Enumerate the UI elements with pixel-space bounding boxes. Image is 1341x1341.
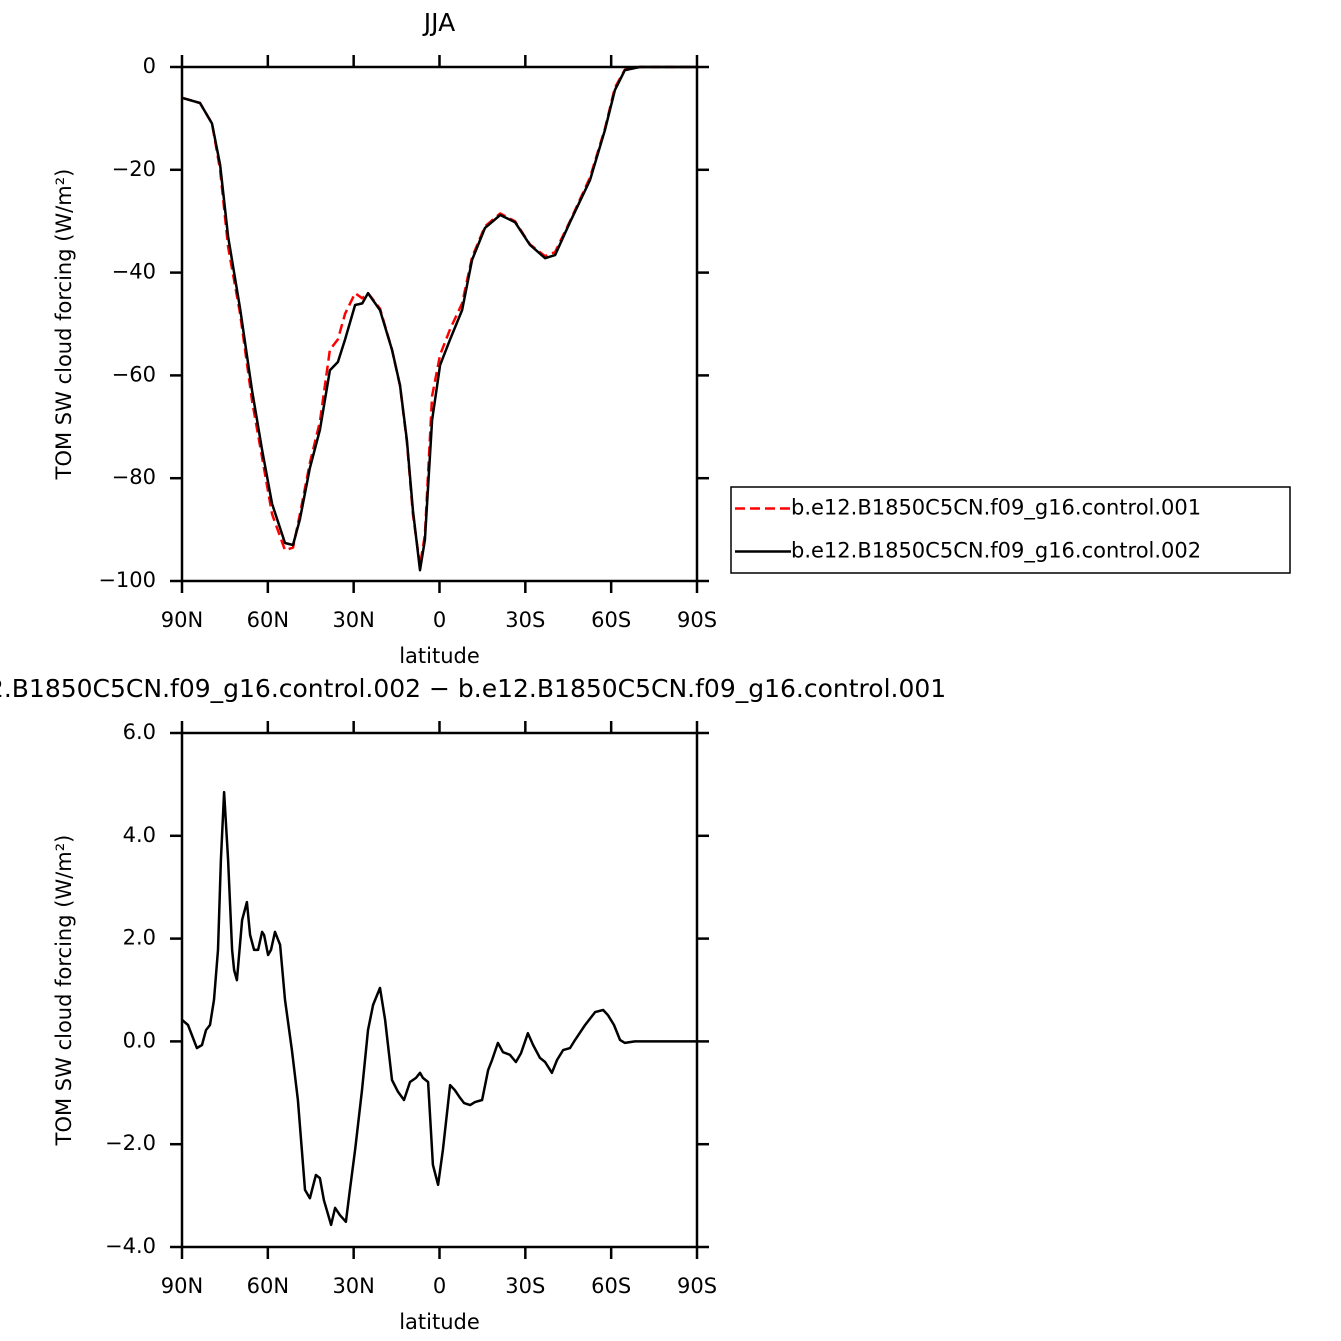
- x-tick-label: 30S: [505, 1274, 545, 1298]
- x-tick-label: 30N: [332, 608, 374, 632]
- y-tick-label: 0: [143, 54, 156, 78]
- y-tick-label: 2.0: [123, 926, 156, 950]
- x-tick-label: 90N: [161, 1274, 203, 1298]
- chart-title: JJA: [422, 8, 455, 37]
- y-tick-label: 6.0: [123, 720, 156, 744]
- legend-label: b.e12.B1850C5CN.f09_g16.control.001: [791, 496, 1201, 521]
- y-axis-label: TOM SW cloud forcing (W/m²): [52, 835, 76, 1147]
- y-tick-label: −100: [98, 568, 156, 592]
- legend-label: b.e12.B1850C5CN.f09_g16.control.002: [791, 539, 1201, 564]
- x-tick-label: 60N: [247, 1274, 289, 1298]
- chart-title: b.e12.B1850C5CN.f09_g16.control.002 − b.…: [0, 674, 946, 703]
- plot-frame: [180, 731, 699, 1249]
- x-axis-label: latitude: [399, 644, 480, 668]
- data-line: [181, 65, 697, 572]
- x-tick-label: 90S: [677, 608, 717, 632]
- y-tick-label: −60: [112, 362, 156, 386]
- y-tick-label: −40: [112, 260, 156, 284]
- x-axis-label: latitude: [399, 1310, 480, 1334]
- legend-box: [730, 486, 1291, 574]
- legend: b.e12.B1850C5CN.f09_g16.control.001 b.e12…: [730, 486, 1291, 574]
- data-line: [181, 790, 697, 1227]
- x-tick-label: 30N: [332, 1274, 374, 1298]
- y-tick-label: 4.0: [123, 823, 156, 847]
- y-tick-label: −80: [112, 465, 156, 489]
- x-tick-label: 0: [433, 608, 446, 632]
- x-tick-label: 60S: [591, 1274, 631, 1298]
- y-axis-label: TOM SW cloud forcing (W/m²): [52, 169, 76, 481]
- y-tick-label: −4.0: [105, 1234, 156, 1258]
- x-tick-label: 30S: [505, 608, 545, 632]
- x-tick-label: 60N: [247, 608, 289, 632]
- x-tick-label: 90N: [161, 608, 203, 632]
- x-tick-label: 0: [433, 1274, 446, 1298]
- y-tick-label: −2.0: [105, 1131, 156, 1155]
- data-line: [181, 65, 697, 567]
- x-tick-label: 90S: [677, 1274, 717, 1298]
- plot-frame: [180, 65, 699, 583]
- x-tick-label: 60S: [591, 608, 631, 632]
- y-tick-label: 0.0: [123, 1028, 156, 1052]
- y-tick-label: −20: [112, 157, 156, 181]
